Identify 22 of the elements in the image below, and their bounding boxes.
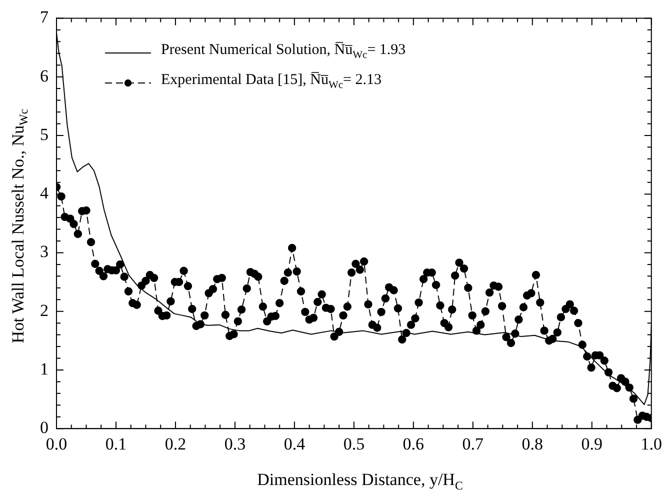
x-tick-label: 0.1	[105, 434, 127, 454]
x-tick-label: 0.5	[343, 434, 365, 454]
x-tick-label: 0.0	[46, 434, 68, 454]
x-tick-label: 1.0	[640, 434, 662, 454]
y-tick-label: 3	[40, 242, 48, 262]
y-tick-label: 4	[40, 184, 49, 203]
y-tick-label: 7	[40, 8, 49, 27]
x-tick-label: 0.8	[522, 434, 544, 454]
x-tick-label: 0.7	[462, 434, 484, 454]
y-tick-label: 1	[40, 359, 48, 378]
x-tick-label: 0.9	[581, 434, 603, 454]
legend-label: Present Numerical Solution, N̅u̅$_{Wc}$= 1.93	[161, 41, 406, 63]
x-tick-label: 0.2	[164, 434, 186, 454]
y-tick-label: 6	[40, 66, 48, 86]
y-tick-label: 0	[40, 418, 48, 438]
x-tick-label: 0.6	[402, 434, 424, 454]
x-tick-label: 0.3	[224, 434, 246, 454]
y-tick-label: 2	[40, 300, 48, 320]
x-axis-title: Dimensionless Distance, y/H$_{C}$	[257, 470, 463, 494]
x-tick-label: 0.4	[284, 434, 306, 454]
y-tick-label: 5	[40, 124, 48, 144]
legend-label: Experimental Data [15], N̅u̅$_{Wc}$= 2.13	[161, 71, 382, 93]
